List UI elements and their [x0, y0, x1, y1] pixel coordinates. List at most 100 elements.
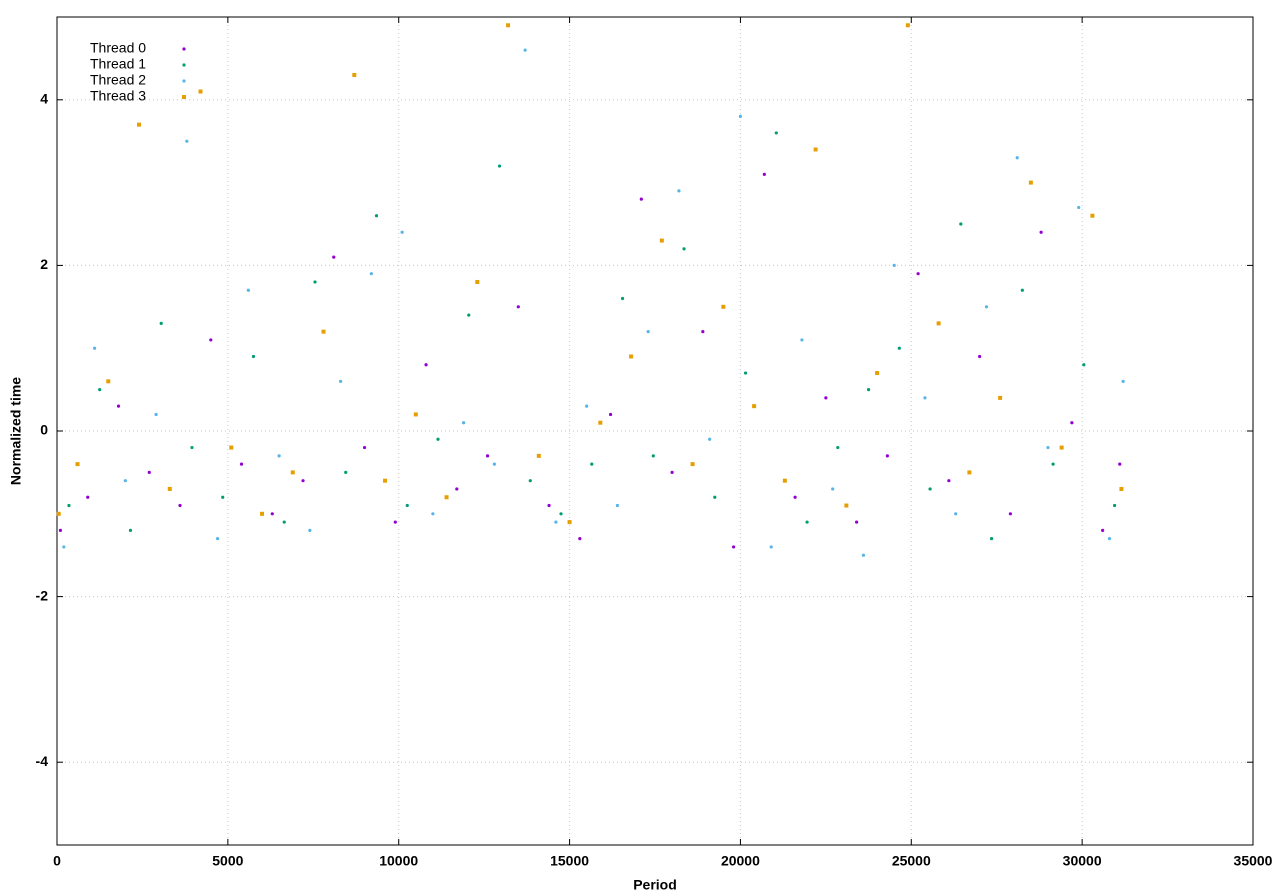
point [615, 503, 620, 508]
point [209, 338, 213, 342]
point [774, 131, 778, 135]
point [492, 462, 496, 466]
point [270, 512, 274, 516]
point [1020, 288, 1024, 292]
y-tick-label: 4 [40, 91, 48, 107]
point [393, 520, 397, 524]
legend-marker [182, 79, 186, 83]
point [216, 537, 220, 541]
point [436, 437, 440, 441]
point [620, 296, 625, 301]
point [221, 495, 225, 499]
point [277, 454, 281, 458]
point [1046, 445, 1050, 450]
x-tick-label: 30000 [1063, 853, 1102, 869]
point [1121, 379, 1125, 383]
point [313, 280, 317, 284]
x-axis-title: Period [633, 877, 677, 893]
point [400, 230, 404, 234]
point [559, 512, 563, 516]
point [1113, 503, 1117, 508]
point [383, 478, 388, 483]
point [1119, 486, 1124, 491]
x-tick-label: 0 [53, 853, 61, 869]
point [1118, 462, 1122, 466]
point [743, 371, 748, 375]
plot-frame [56, 16, 1254, 846]
point [506, 23, 511, 28]
point [56, 511, 61, 516]
point [639, 197, 643, 201]
point [885, 454, 889, 458]
point [485, 454, 490, 458]
point [578, 537, 582, 541]
legend-label: Thread 2 [90, 72, 146, 88]
point [984, 305, 989, 309]
point [424, 363, 428, 367]
point [967, 470, 972, 475]
legend-label: Thread 0 [90, 40, 146, 56]
point [75, 462, 80, 467]
point [928, 487, 932, 491]
point [708, 437, 712, 441]
point [567, 520, 572, 525]
point [1051, 462, 1055, 466]
legend-marker [182, 63, 186, 67]
point [651, 454, 655, 458]
point [721, 304, 726, 309]
point [497, 164, 502, 168]
point [897, 346, 901, 350]
point [98, 388, 102, 392]
point [1059, 445, 1064, 450]
y-tick-label: -2 [36, 587, 49, 603]
x-tick-label: 25000 [892, 853, 931, 869]
point [978, 354, 982, 359]
point [344, 470, 348, 474]
point [905, 23, 910, 28]
point [836, 445, 840, 450]
legend-label: Thread 1 [90, 56, 146, 72]
point [608, 412, 613, 417]
point [598, 420, 603, 425]
point [547, 503, 551, 508]
point [62, 545, 66, 549]
point [92, 346, 97, 350]
point [1008, 512, 1012, 516]
point [128, 528, 133, 532]
point [1077, 205, 1081, 210]
point [831, 487, 835, 491]
point [246, 288, 250, 292]
point [670, 470, 674, 474]
legend-marker [182, 95, 186, 99]
point [793, 495, 797, 499]
point [516, 305, 520, 309]
y-axis-title: Normalized time [8, 377, 24, 485]
point [947, 479, 951, 483]
point [116, 404, 121, 408]
point [86, 495, 90, 499]
point [682, 247, 686, 251]
point [585, 404, 589, 408]
point [536, 453, 541, 458]
point [147, 470, 151, 474]
point [892, 263, 896, 267]
point [844, 503, 849, 508]
y-tick-label: -4 [36, 753, 49, 769]
point [701, 330, 705, 334]
point [731, 545, 736, 549]
x-tick-label: 20000 [721, 853, 760, 869]
point [989, 537, 994, 541]
point [178, 503, 182, 508]
point [332, 255, 336, 259]
point [1101, 528, 1105, 532]
point [875, 371, 880, 376]
point [646, 330, 650, 334]
point [67, 503, 71, 508]
point [413, 412, 418, 417]
point [523, 48, 527, 52]
point [475, 279, 480, 284]
point [954, 512, 958, 516]
point [362, 445, 367, 450]
point [528, 479, 532, 483]
point [690, 462, 695, 467]
